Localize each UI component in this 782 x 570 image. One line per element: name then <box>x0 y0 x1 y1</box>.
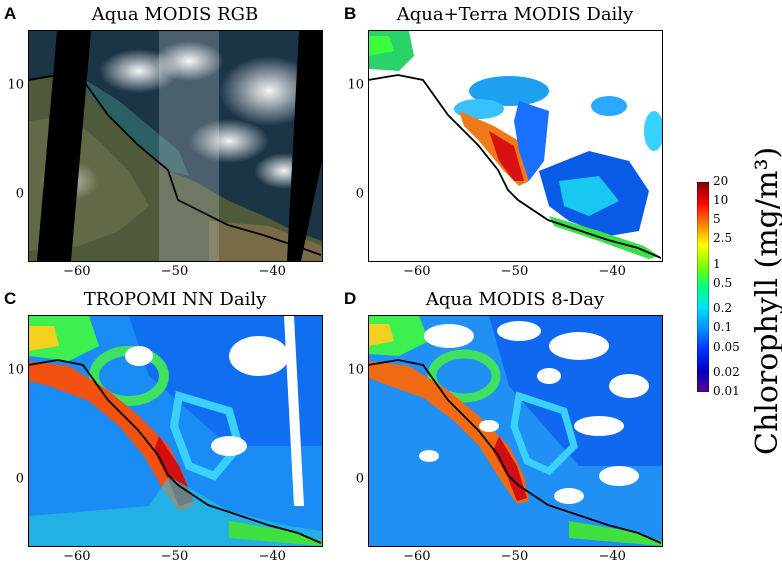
map-panel-b <box>368 30 663 262</box>
x-tick-label: −60 <box>403 549 431 564</box>
colorbar-rect <box>696 181 710 393</box>
y-tick-label: 0 <box>355 471 364 487</box>
panel-letter-d: D <box>344 289 357 308</box>
chlorophyll-map-d <box>369 316 662 546</box>
colorbar-tick-label: 10 <box>713 193 729 208</box>
panel-title-a: Aqua MODIS RGB <box>91 4 259 25</box>
colorbar-tick-label: 20 <box>713 174 729 188</box>
map-panel-c <box>28 315 323 547</box>
chlorophyll-map-b <box>369 31 662 261</box>
x-tick-label: −50 <box>160 549 189 564</box>
x-tick-label: −60 <box>403 264 431 279</box>
x-tick-label: −40 <box>258 264 286 279</box>
map-panel-a <box>28 30 323 262</box>
x-tick-label: −40 <box>258 549 286 564</box>
panel-letter-c: C <box>4 289 17 308</box>
rgb-image <box>29 31 322 261</box>
coastline-a <box>28 74 321 256</box>
coastline-b <box>368 74 661 259</box>
colorbar-gradient <box>696 181 710 393</box>
x-tick-label: −40 <box>598 264 626 279</box>
coastline-d <box>368 359 661 544</box>
colorbar-tick-label: 0.1 <box>713 320 733 335</box>
x-tick-label: −50 <box>500 264 529 279</box>
y-tick-label: 0 <box>15 186 24 202</box>
map-panel-d <box>368 315 663 547</box>
y-tick-label: 10 <box>7 77 24 93</box>
y-tick-label: 10 <box>347 77 364 93</box>
colorbar-tick-label: 5 <box>713 212 721 227</box>
colorbar-tick-label: 0.02 <box>713 364 740 379</box>
colorbar-tick-label: 0.2 <box>713 301 733 316</box>
panel-letter-a: A <box>4 4 17 23</box>
panel-letter-b: B <box>344 4 357 23</box>
colorbar-tick-label: 1 <box>713 256 721 271</box>
panel-title-c: TROPOMI NN Daily <box>83 289 267 310</box>
colorbar-tick-label: 0.5 <box>713 275 733 290</box>
coastline-c <box>28 359 321 544</box>
y-tick-label: 0 <box>355 186 364 202</box>
x-tick-label: −40 <box>598 549 626 564</box>
colorbar-tick-label: 2.5 <box>713 231 733 246</box>
colorbar <box>696 181 710 393</box>
x-tick-label: −60 <box>63 549 91 564</box>
colorbar-label: Chlorophyll (mg/m³) <box>750 146 782 455</box>
y-tick-label: 10 <box>7 362 24 378</box>
y-tick-label: 10 <box>347 362 364 378</box>
x-tick-label: −50 <box>160 264 189 279</box>
colorbar-tick-label: 0.05 <box>713 339 740 354</box>
panel-title-b: Aqua+Terra MODIS Daily <box>396 4 634 25</box>
x-tick-label: −60 <box>63 264 91 279</box>
y-tick-label: 0 <box>15 471 24 487</box>
x-tick-label: −50 <box>500 549 529 564</box>
colorbar-tick-label: 0.01 <box>713 384 740 398</box>
chlorophyll-map-c <box>29 316 322 546</box>
panel-title-d: Aqua MODIS 8-Day <box>425 289 605 310</box>
